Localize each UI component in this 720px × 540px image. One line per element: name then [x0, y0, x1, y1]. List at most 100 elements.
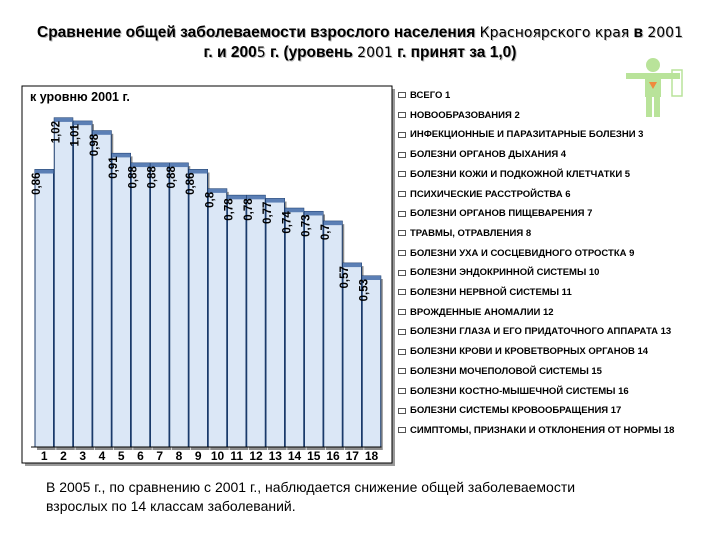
bar-value-label: 0,86 [185, 173, 197, 195]
title-year-start: 2001 [647, 25, 683, 41]
legend-item: БОЛЕЗНИ НЕРВНОЙ СИСТЕМЫ 11 [398, 287, 572, 303]
bar-value-label: 0,8 [204, 191, 216, 208]
bar-top [54, 117, 73, 122]
legend-swatch [398, 151, 406, 158]
bar [265, 198, 285, 448]
bar [323, 220, 343, 448]
legend-item: НОВООБРАЗОВАНИЯ 2 [398, 110, 520, 126]
bar-value-label: 0,91 [108, 156, 120, 179]
bar-top [343, 263, 362, 268]
bar-top [112, 153, 131, 158]
bar-value-label: 0,98 [89, 133, 101, 156]
legend-label: СИМПТОМЫ, ПРИЗНАКИ И ОТКЛОНЕНИЯ ОТ НОРМЫ… [410, 424, 675, 436]
bar [246, 194, 266, 448]
legend-swatch [398, 210, 406, 217]
bar-value-label: 1,02 [50, 121, 62, 143]
legend-label: БОЛЕЗНИ МОЧЕПОЛОВОЙ СИСТЕМЫ 15 [410, 365, 602, 377]
bar-value-label: 0,7 [320, 224, 332, 240]
legend-item: БОЛЕЗНИ СИСТЕМЫ КРОВООБРАЩЕНИЯ 17 [398, 405, 621, 421]
legend-swatch [398, 348, 406, 355]
bar-value-label: 1,01 [70, 124, 82, 147]
category-label: 18 [365, 449, 379, 463]
legend-swatch [398, 289, 406, 296]
bar [111, 152, 131, 448]
legend-label: ПСИХИЧЕСКИЕ РАССТРОЙСТВА 6 [410, 188, 571, 200]
legend-item: ВСЕГО 1 [398, 90, 450, 106]
bar-top [323, 221, 343, 226]
legend-label: БОЛЕЗНИ ЭНДОКРИННОЙ СИСТЕМЫ 10 [410, 267, 600, 279]
chart-title-line-2: г. и 2005 г. (уровень 2001 г. принят за … [0, 44, 720, 62]
bar-value-label: 0,57 [339, 266, 351, 288]
legend-label: БОЛЕЗНИ ОРГАНОВ ДЫХАНИЯ 4 [410, 149, 567, 161]
legend-swatch [398, 230, 406, 237]
bar-value-label: 0,73 [301, 214, 313, 236]
legend-swatch [398, 171, 406, 178]
legend-swatch [398, 368, 406, 375]
legend-item: БОЛЕЗНИ МОЧЕПОЛОВОЙ СИСТЕМЫ 15 [398, 366, 602, 382]
bar-value-label: 0,88 [147, 165, 159, 188]
legend-item: БОЛЕЗНИ УХА И СОСЦЕВИДНОГО ОТРОСТКА 9 [398, 248, 634, 264]
legend-label: НОВООБРАЗОВАНИЯ 2 [410, 109, 520, 121]
bar [304, 210, 324, 448]
bar [130, 162, 151, 448]
bar-value-label: 0,78 [243, 198, 255, 221]
category-label: 14 [288, 449, 302, 463]
legend-swatch [398, 250, 406, 257]
legend-item: БОЛЕЗНИ КОЖИ И ПОДКОЖНОЙ КЛЕТЧАТКИ 5 [398, 169, 630, 185]
bar-top [131, 163, 150, 168]
legend-swatch [398, 407, 406, 414]
bar-top [92, 130, 112, 135]
legend-item: СИМПТОМЫ, ПРИЗНАКИ И ОТКЛОНЕНИЯ ОТ НОРМЫ… [398, 425, 674, 441]
legend-item: БОЛЕЗНИ КРОВИ И КРОВЕТВОРНЫХ ОРГАНОВ 14 [398, 346, 648, 362]
bar-top [150, 163, 169, 168]
chart-title-line-1: Сравнение общей заболеваемости взрослого… [0, 24, 720, 42]
bar-value-label: 0,53 [358, 279, 370, 301]
category-label: 10 [211, 449, 225, 463]
bar-top [169, 163, 189, 168]
legend-item: БОЛЕЗНИ ГЛАЗА И ЕГО ПРИДАТОЧНОГО АППАРАТ… [398, 326, 671, 342]
bar-top [227, 195, 246, 200]
legend-label: БОЛЕЗНИ ОРГАНОВ ПИЩЕВАРЕНИЯ 7 [410, 208, 593, 220]
bar-value-label: 0,74 [281, 211, 293, 234]
category-label: 15 [307, 449, 321, 463]
human-figure-icon [626, 58, 683, 117]
bar-value-label: 0,88 [127, 165, 139, 188]
legend-label: БОЛЕЗНИ КРОВИ И КРОВЕТВОРНЫХ ОРГАНОВ 14 [410, 346, 649, 358]
legend-label: ИНФЕКЦИОННЫЕ И ПАРАЗИТАРНЫЕ БОЛЕЗНИ 3 [410, 129, 644, 141]
legend-label: ВРОЖДЕННЫЕ АНОМАЛИИ 12 [410, 306, 554, 318]
bar-top [304, 211, 323, 216]
bar [34, 169, 54, 448]
category-label: 7 [156, 449, 163, 463]
category-label: 2 [60, 449, 67, 463]
legend-swatch [398, 131, 406, 138]
bar-top [35, 169, 54, 174]
bar-top [208, 188, 227, 193]
legend-swatch [398, 269, 406, 276]
legend-swatch [398, 190, 406, 197]
legend-swatch [398, 309, 406, 316]
legend-swatch [398, 387, 406, 394]
legend-item: ВРОЖДЕННЫЕ АНОМАЛИИ 12 [398, 307, 554, 323]
bar-top [73, 121, 92, 126]
title-main: Сравнение общей заболеваемости взрослого… [37, 24, 476, 41]
legend-label: ТРАВМЫ, ОТРАВЛЕНИЯ 8 [410, 227, 532, 239]
title-base-note: г. принят за 1,0) [397, 44, 517, 61]
category-label: 16 [326, 449, 340, 463]
category-label: 13 [269, 449, 283, 463]
category-label: 5 [118, 449, 125, 463]
legend-label: БОЛЕЗНИ КОСТНО-МЫШЕЧНОЙ СИСТЕМЫ 16 [410, 385, 629, 397]
bar [207, 188, 228, 448]
title-region: Красноярского края [479, 25, 630, 41]
bar [284, 207, 305, 448]
bar-top [362, 276, 381, 280]
bar-value-label: 0,78 [224, 198, 236, 221]
legend-swatch [398, 112, 406, 119]
legend-item: ИНФЕКЦИОННЫЕ И ПАРАЗИТАРНЫЕ БОЛЕЗНИ 3 [398, 129, 643, 145]
bar-value-label: 0,77 [262, 202, 274, 224]
title-year-digit: 5 [256, 45, 266, 61]
bar-top [266, 198, 285, 203]
category-label: 17 [346, 449, 360, 463]
bar [188, 169, 208, 448]
legend-label: БОЛЕЗНИ УХА И СОСЦЕВИДНОГО ОТРОСТКА 9 [410, 247, 635, 259]
